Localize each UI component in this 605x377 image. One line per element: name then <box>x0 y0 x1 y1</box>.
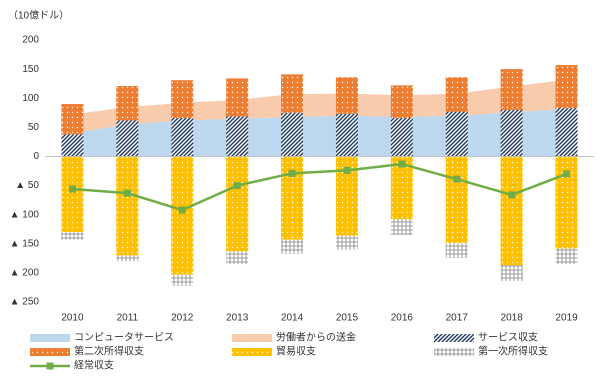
bar <box>171 274 194 286</box>
legend-label: コンピュータサービス <box>74 332 174 344</box>
legend-swatch <box>30 348 70 356</box>
area <box>72 108 567 157</box>
bar <box>116 255 139 262</box>
bar <box>555 248 578 265</box>
y-tick-label: 50 <box>28 122 40 133</box>
marker <box>398 160 406 168</box>
bar <box>335 156 358 236</box>
marker <box>343 166 351 174</box>
bar <box>226 251 249 265</box>
legend-label: 労働者からの送金 <box>276 331 356 344</box>
bar <box>116 156 139 256</box>
bar <box>500 156 523 266</box>
y-tick-label: 150 <box>22 64 39 75</box>
legend-swatch <box>434 348 474 356</box>
bar <box>61 104 84 135</box>
marker <box>68 185 76 193</box>
bar <box>335 235 358 250</box>
marker <box>233 182 241 190</box>
x-tick-label: 2017 <box>446 313 469 324</box>
bar <box>555 108 578 157</box>
y-tick-label: ▲ 50 <box>15 180 39 191</box>
legend-swatch <box>434 334 474 342</box>
area <box>72 79 567 134</box>
bar <box>116 85 139 121</box>
legend-label: 第一次所得収支 <box>478 345 548 358</box>
bar <box>281 74 304 113</box>
x-tick-label: 2019 <box>555 313 578 324</box>
x-tick-label: 2014 <box>281 313 304 324</box>
y-tick-label: 100 <box>22 93 39 104</box>
bar <box>445 243 468 258</box>
bar <box>390 219 413 236</box>
x-tick-label: 2011 <box>117 313 139 324</box>
bar <box>171 118 194 157</box>
legend-label: サービス収支 <box>478 332 538 344</box>
x-tick-label: 2016 <box>391 313 414 324</box>
x-tick-label: 2010 <box>61 313 84 324</box>
bar <box>390 118 413 157</box>
bar <box>555 65 578 109</box>
marker <box>563 170 571 178</box>
marker <box>453 175 461 183</box>
x-tick-label: 2013 <box>226 313 249 324</box>
bar <box>281 112 304 157</box>
legend-swatch <box>232 348 272 356</box>
bar <box>61 156 84 233</box>
bar <box>445 111 468 157</box>
y-tick-label: ▲ 150 <box>10 238 40 249</box>
y-tick-label: ▲ 250 <box>10 297 40 308</box>
marker <box>178 206 186 214</box>
x-tick-label: 2015 <box>336 313 359 324</box>
bar <box>445 77 468 112</box>
legend-label: 第二次所得収支 <box>74 345 144 358</box>
bar <box>445 156 468 244</box>
x-tick-label: 2012 <box>171 313 194 324</box>
y-tick-label: 200 <box>22 35 39 46</box>
bar <box>500 265 523 282</box>
marker <box>123 189 131 197</box>
marker <box>288 169 296 177</box>
bar <box>555 156 578 249</box>
bar <box>226 116 249 157</box>
bar <box>171 80 194 119</box>
bar <box>335 113 358 157</box>
bar <box>281 239 304 254</box>
bar <box>226 78 249 117</box>
bar <box>61 232 84 240</box>
bar <box>226 156 249 252</box>
y-tick-label: ▲ 200 <box>10 268 40 279</box>
legend-swatch <box>232 334 272 342</box>
bar <box>61 134 84 157</box>
bar <box>500 109 523 157</box>
legend-label: 貿易収支 <box>276 346 316 358</box>
y-tick-label: ▲ 100 <box>10 209 40 220</box>
y-tick-label: 0 <box>33 151 39 162</box>
legend-swatch <box>46 362 54 370</box>
marker <box>508 191 516 199</box>
bar <box>116 120 139 157</box>
bar <box>335 77 358 114</box>
bar <box>500 69 523 110</box>
x-tick-label: 2018 <box>501 313 524 324</box>
line <box>72 162 567 212</box>
bar <box>390 85 413 119</box>
legend-swatch <box>30 334 70 342</box>
y-axis-label: （10億ドル） <box>8 9 69 22</box>
bar <box>281 156 304 240</box>
bar <box>171 156 194 275</box>
legend-label: 経常収支 <box>74 359 114 372</box>
bar <box>390 156 413 220</box>
